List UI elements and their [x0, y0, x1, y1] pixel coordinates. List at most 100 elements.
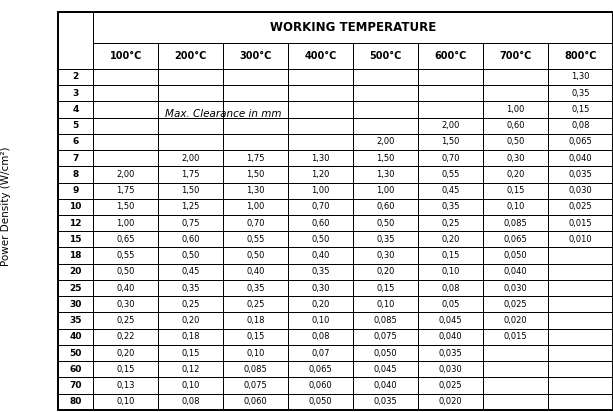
Bar	[288, 377, 353, 394]
Bar	[58, 69, 93, 85]
Text: 0,30: 0,30	[376, 251, 395, 260]
Text: 0,20: 0,20	[181, 316, 200, 325]
Bar	[223, 377, 288, 394]
Bar	[548, 85, 613, 101]
Bar	[223, 150, 288, 166]
Bar	[93, 134, 158, 150]
Text: 0,015: 0,015	[569, 219, 592, 227]
Bar	[353, 166, 418, 183]
Bar	[353, 377, 418, 394]
Bar	[93, 280, 158, 296]
Text: 0,15: 0,15	[246, 332, 265, 341]
Text: 300°C: 300°C	[240, 51, 272, 61]
Bar	[353, 43, 418, 69]
Text: 0,035: 0,035	[569, 170, 592, 179]
Text: 30: 30	[69, 300, 82, 309]
Text: 0,065: 0,065	[309, 365, 332, 374]
Text: 1,75: 1,75	[246, 154, 265, 163]
Text: 0,35: 0,35	[571, 89, 590, 98]
Text: 1,50: 1,50	[246, 170, 265, 179]
Bar	[223, 199, 288, 215]
Bar	[58, 394, 93, 410]
Bar	[483, 394, 548, 410]
Text: 1,00: 1,00	[506, 105, 525, 114]
Bar	[223, 312, 288, 329]
Bar	[548, 117, 613, 134]
Text: 0,08: 0,08	[311, 332, 330, 341]
Text: 0,60: 0,60	[506, 121, 525, 130]
Text: 1,75: 1,75	[116, 186, 135, 195]
Bar	[353, 312, 418, 329]
Bar	[548, 264, 613, 280]
Bar	[158, 296, 223, 312]
Text: 1,30: 1,30	[246, 186, 265, 195]
Text: 0,22: 0,22	[116, 332, 135, 341]
Text: 1,50: 1,50	[181, 186, 200, 195]
Bar	[548, 134, 613, 150]
Bar	[223, 117, 288, 134]
Bar	[288, 345, 353, 361]
Text: 1,50: 1,50	[116, 202, 135, 211]
Bar	[418, 296, 483, 312]
Bar	[158, 117, 223, 134]
Bar	[418, 183, 483, 199]
Bar	[223, 85, 288, 101]
Bar	[548, 296, 613, 312]
Text: 0,30: 0,30	[506, 154, 525, 163]
Bar	[483, 312, 548, 329]
Bar	[158, 215, 223, 231]
Bar	[483, 264, 548, 280]
Bar	[548, 361, 613, 377]
Text: 6: 6	[72, 138, 79, 146]
Text: 1,00: 1,00	[311, 186, 330, 195]
Text: 0,065: 0,065	[569, 138, 592, 146]
Text: 0,08: 0,08	[571, 121, 590, 130]
Text: 50: 50	[69, 349, 82, 358]
Bar	[418, 150, 483, 166]
Bar	[483, 69, 548, 85]
Bar	[93, 150, 158, 166]
Text: 0,040: 0,040	[439, 332, 462, 341]
Text: 0,10: 0,10	[246, 349, 265, 358]
Bar	[288, 101, 353, 117]
Bar	[288, 361, 353, 377]
Bar	[93, 183, 158, 199]
Text: 3: 3	[72, 89, 79, 98]
Bar	[418, 377, 483, 394]
Bar	[418, 345, 483, 361]
Text: 2: 2	[72, 73, 79, 82]
Bar	[353, 134, 418, 150]
Bar	[288, 69, 353, 85]
Bar	[548, 199, 613, 215]
Bar	[93, 329, 158, 345]
Bar	[483, 166, 548, 183]
Bar	[223, 264, 288, 280]
Bar	[223, 248, 288, 264]
Text: 200°C: 200°C	[175, 51, 207, 61]
Bar	[223, 134, 288, 150]
Bar	[548, 183, 613, 199]
Bar	[58, 199, 93, 215]
Text: 0,085: 0,085	[504, 219, 527, 227]
Bar	[288, 134, 353, 150]
Bar	[158, 312, 223, 329]
Bar	[158, 231, 223, 248]
Bar	[483, 377, 548, 394]
Text: 0,55: 0,55	[246, 235, 265, 244]
Text: 0,085: 0,085	[244, 365, 267, 374]
Text: 7: 7	[72, 154, 79, 163]
Text: 0,15: 0,15	[571, 105, 590, 114]
Bar	[158, 264, 223, 280]
Text: 0,05: 0,05	[441, 300, 460, 309]
Text: 0,70: 0,70	[246, 219, 265, 227]
Bar	[158, 85, 223, 101]
Text: 1,00: 1,00	[116, 219, 135, 227]
Bar	[223, 166, 288, 183]
Bar	[288, 296, 353, 312]
Bar	[288, 215, 353, 231]
Text: 18: 18	[69, 251, 82, 260]
Text: 1,30: 1,30	[376, 170, 395, 179]
Text: 0,025: 0,025	[504, 300, 527, 309]
Bar	[58, 231, 93, 248]
Bar	[223, 69, 288, 85]
